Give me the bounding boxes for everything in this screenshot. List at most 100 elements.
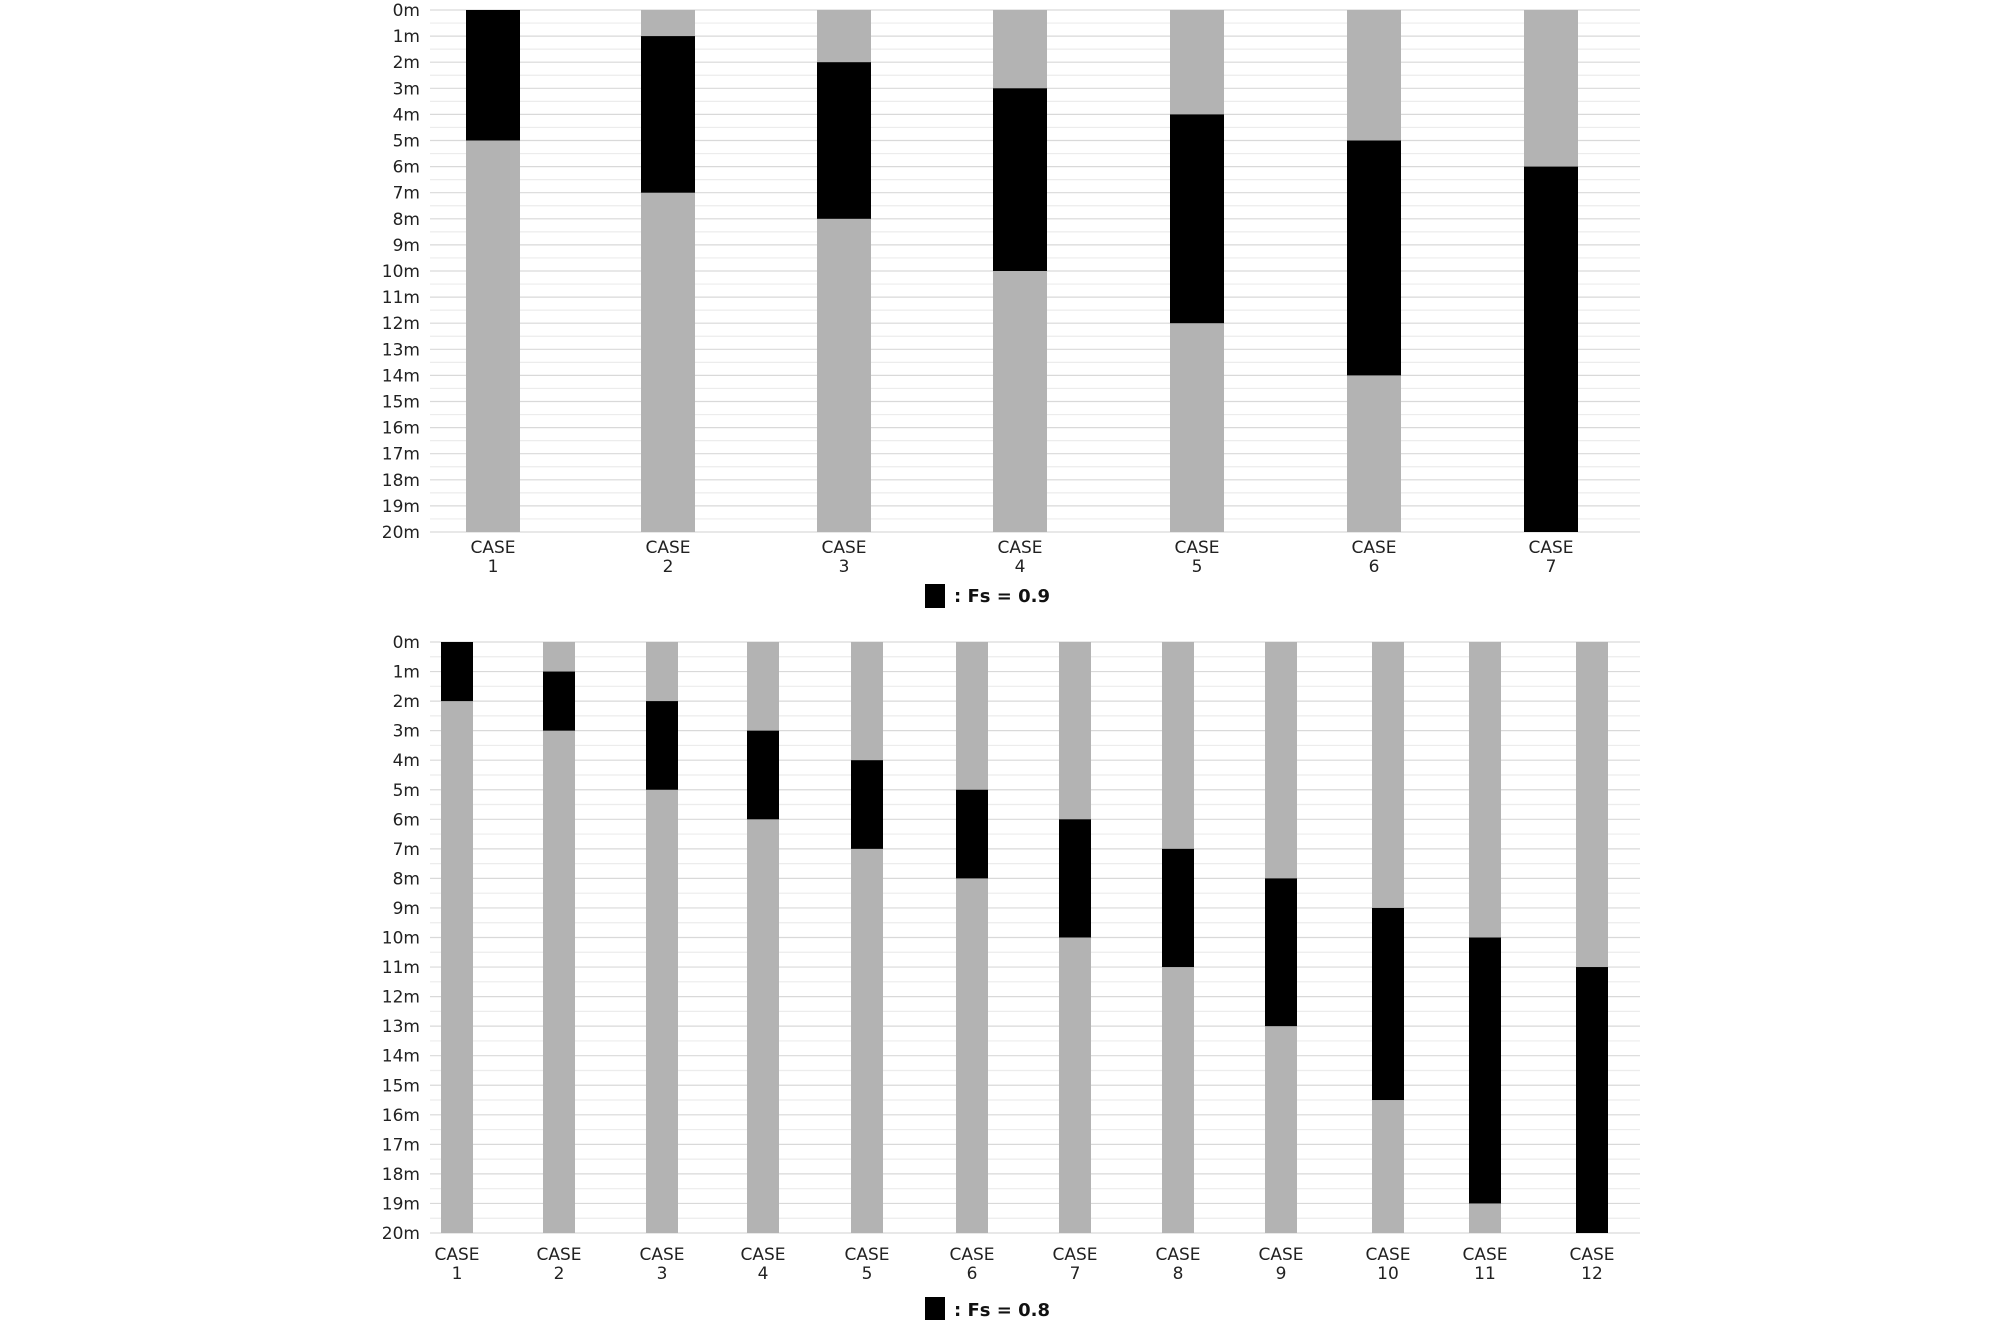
y-tick-label: 11m [382, 958, 420, 978]
category-number: 4 [1015, 557, 1026, 577]
fs-interval-bar [646, 701, 678, 790]
category-number: 3 [839, 557, 850, 577]
y-tick-label: 1m [393, 663, 420, 683]
category-label: CASE [1258, 1245, 1303, 1265]
legend-label: : Fs = 0.8 [954, 1300, 1050, 1320]
category-label: CASE [1351, 538, 1396, 558]
category-number: 3 [657, 1264, 668, 1284]
category-label: CASE [949, 1245, 994, 1265]
category-label: CASE [434, 1245, 479, 1265]
y-tick-label: 13m [382, 340, 420, 360]
y-tick-label: 2m [393, 692, 420, 712]
chart-fs-0.9: 0m1m2m3m4m5m6m7m8m9m10m11m12m13m14m15m16… [382, 1, 1640, 608]
y-tick-label: 10m [382, 262, 420, 282]
y-tick-label: 11m [382, 288, 420, 308]
y-tick-label: 17m [382, 445, 420, 465]
y-tick-label: 15m [382, 1076, 420, 1096]
y-tick-label: 10m [382, 929, 420, 949]
fs-interval-bar [956, 789, 988, 879]
y-tick-label: 7m [393, 184, 420, 204]
category-label: CASE [536, 1245, 581, 1265]
category-number: 8 [1173, 1264, 1184, 1284]
category-number: 4 [758, 1264, 769, 1284]
category-label: CASE [997, 538, 1042, 558]
fs-interval-bar [1576, 967, 1608, 1233]
column-background [543, 642, 575, 1233]
category-number: 12 [1581, 1264, 1603, 1284]
category-label: CASE [1569, 1245, 1614, 1265]
chart-fs-0.8: 0m1m2m3m4m5m6m7m8m9m10m11m12m13m14m15m16… [382, 633, 1640, 1320]
y-tick-label: 20m [382, 1224, 420, 1244]
fs-interval-bar [747, 730, 779, 820]
y-tick-label: 17m [382, 1135, 420, 1155]
y-tick-label: 4m [393, 105, 420, 125]
fs-interval-bar [1469, 937, 1501, 1204]
category-number: 2 [554, 1264, 565, 1284]
category-label: CASE [1052, 1245, 1097, 1265]
category-number: 5 [862, 1264, 873, 1284]
fs-interval-bar [466, 10, 520, 141]
category-label: CASE [639, 1245, 684, 1265]
y-tick-label: 13m [382, 1017, 420, 1037]
category-label: CASE [740, 1245, 785, 1265]
category-number: 7 [1546, 557, 1557, 577]
y-tick-label: 16m [382, 1106, 420, 1126]
fs-interval-bar [441, 642, 473, 702]
column-background [851, 642, 883, 1233]
fs-interval-bar [1162, 848, 1194, 968]
y-tick-label: 12m [382, 314, 420, 334]
category-number: 10 [1377, 1264, 1399, 1284]
category-label: CASE [645, 538, 690, 558]
y-tick-label: 3m [393, 722, 420, 742]
y-tick-label: 15m [382, 393, 420, 413]
category-number: 7 [1070, 1264, 1081, 1284]
category-label: CASE [844, 1245, 889, 1265]
y-tick-label: 16m [382, 419, 420, 439]
fs-interval-bar [1265, 878, 1297, 1027]
category-number: 6 [967, 1264, 978, 1284]
y-tick-label: 1m [393, 27, 420, 47]
fs-interval-bar [1170, 114, 1224, 324]
category-number: 1 [488, 557, 499, 577]
category-number: 2 [663, 557, 674, 577]
y-tick-label: 19m [382, 497, 420, 517]
legend-swatch [925, 584, 945, 608]
y-tick-label: 6m [393, 158, 420, 178]
category-label: CASE [1528, 538, 1573, 558]
category-label: CASE [1462, 1245, 1507, 1265]
column-background [956, 642, 988, 1233]
y-tick-label: 19m [382, 1194, 420, 1214]
y-tick-label: 18m [382, 1165, 420, 1185]
fs-interval-bar [1372, 907, 1404, 1101]
fs-interval-bar [993, 88, 1047, 271]
fs-interval-bar [851, 760, 883, 849]
y-tick-label: 20m [382, 523, 420, 543]
category-number: 11 [1474, 1264, 1496, 1284]
fs-interval-bar [1524, 166, 1578, 532]
y-tick-label: 4m [393, 751, 420, 771]
y-tick-label: 6m [393, 810, 420, 830]
fs-interval-bar [1059, 819, 1091, 938]
fs-interval-bar [641, 36, 695, 193]
fs-interval-bar [1347, 140, 1401, 376]
y-tick-label: 12m [382, 988, 420, 1008]
category-label: CASE [821, 538, 866, 558]
category-label: CASE [1174, 538, 1219, 558]
y-tick-label: 8m [393, 869, 420, 889]
legend-swatch [925, 1297, 945, 1320]
fs-interval-bar [543, 671, 575, 731]
category-label: CASE [1365, 1245, 1410, 1265]
y-tick-label: 0m [393, 633, 420, 653]
y-tick-label: 7m [393, 840, 420, 860]
y-tick-label: 9m [393, 899, 420, 919]
y-tick-label: 9m [393, 236, 420, 256]
category-number: 5 [1192, 557, 1203, 577]
y-tick-label: 14m [382, 366, 420, 386]
category-number: 6 [1369, 557, 1380, 577]
column-background [441, 642, 473, 1233]
y-tick-label: 3m [393, 79, 420, 99]
y-tick-label: 0m [393, 1, 420, 21]
legend-label: : Fs = 0.9 [954, 586, 1050, 607]
y-tick-label: 14m [382, 1047, 420, 1067]
